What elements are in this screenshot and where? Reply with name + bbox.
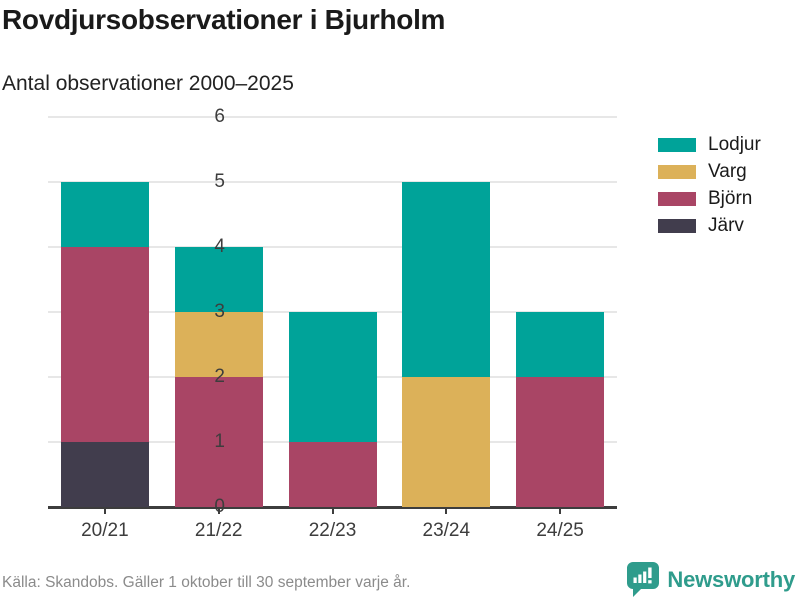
newsworthy-logo[interactable]: Newsworthy	[627, 562, 795, 597]
bar-segment-lodjur-20-21	[60, 182, 149, 247]
x-tick-label: 24/25	[536, 520, 584, 541]
legend-label: Varg	[708, 160, 747, 182]
bar-segment-björn-22-23	[288, 442, 377, 507]
x-axis-tick	[331, 508, 334, 514]
bar-segment-lodjur-21-22	[174, 247, 263, 312]
bar-segment-varg-23-24	[402, 377, 491, 507]
y-tick-label: 2	[214, 366, 225, 387]
gridline	[48, 246, 617, 248]
source-note: Källa: Skandobs. Gäller 1 oktober till 3…	[2, 574, 411, 591]
bar-segment-järv-20-21	[60, 442, 149, 507]
chart-subtitle: Antal observationer 2000–2025	[2, 72, 294, 95]
legend-swatch-icon	[658, 191, 696, 206]
bar-segment-björn-24-25	[516, 377, 605, 507]
y-tick-label: 1	[214, 431, 225, 452]
bar-segment-varg-21-22	[174, 312, 263, 377]
gridline	[48, 181, 617, 183]
x-axis-tick	[559, 508, 562, 514]
bar-segment-björn-21-22	[174, 377, 263, 507]
legend-label: Järv	[708, 214, 744, 236]
legend: Lodjur Varg Björn Järv	[658, 131, 761, 239]
newsworthy-wordmark: Newsworthy	[667, 566, 795, 592]
chart-title: Rovdjursobservationer i Bjurholm	[2, 4, 446, 35]
x-axis-line	[48, 506, 617, 509]
newsworthy-speech-bubble-chart-icon	[627, 562, 660, 597]
legend-swatch-icon	[658, 164, 696, 179]
x-tick-label: 23/24	[422, 520, 471, 541]
x-tick-label: 22/23	[308, 520, 357, 541]
legend-label: Björn	[708, 187, 753, 209]
bar-segment-lodjur-23-24	[402, 182, 491, 377]
legend-item-järv: Järv	[658, 212, 761, 239]
legend-item-varg: Varg	[658, 158, 761, 185]
bar-segment-björn-20-21	[60, 247, 149, 442]
y-tick-label: 3	[214, 301, 225, 322]
x-axis-tick	[445, 508, 448, 514]
x-tick-label: 20/21	[81, 520, 129, 541]
legend-label: Lodjur	[708, 133, 761, 155]
bar-segment-lodjur-22-23	[288, 312, 377, 442]
legend-swatch-icon	[658, 218, 696, 233]
y-tick-label: 0	[214, 496, 225, 517]
legend-swatch-icon	[658, 137, 696, 152]
y-tick-label: 4	[214, 236, 225, 257]
gridline	[48, 116, 617, 118]
legend-item-lodjur: Lodjur	[658, 131, 761, 158]
plot-area: 20/21 21/22 22/23 23/24 24/25	[48, 116, 617, 541]
bar-segment-lodjur-24-25	[516, 312, 605, 377]
legend-item-björn: Björn	[658, 185, 761, 212]
y-tick-label: 6	[214, 106, 225, 127]
y-tick-label: 5	[214, 171, 225, 192]
x-tick-label: 21/22	[194, 520, 243, 541]
x-axis-tick	[217, 508, 220, 514]
x-axis-tick	[103, 508, 106, 514]
